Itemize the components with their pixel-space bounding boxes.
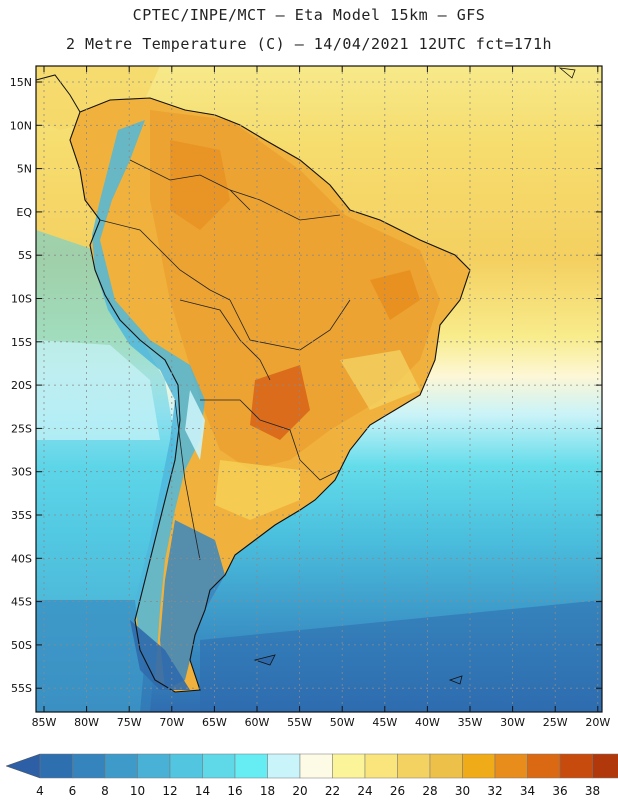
- colorbar-label: 28: [422, 784, 437, 798]
- lon-tick-label: 70W: [159, 716, 184, 729]
- colorbar-swatch: [429, 753, 463, 779]
- lat-tick-label: 10N: [10, 119, 32, 132]
- colorbar-swatch: [39, 753, 73, 779]
- lon-tick-label: 25W: [543, 716, 568, 729]
- lon-tick-label: 55W: [287, 716, 312, 729]
- colorbar-swatch: [72, 753, 106, 779]
- lon-tick-label: 85W: [32, 716, 57, 729]
- lon-tick-label: 60W: [245, 716, 270, 729]
- colorbar-swatch: [104, 753, 138, 779]
- colorbar-swatch: [299, 753, 333, 779]
- lat-tick-label: 55S: [11, 682, 32, 695]
- lat-tick-label: 45S: [11, 596, 32, 609]
- colorbar-label: 20: [292, 784, 307, 798]
- colorbar-low-arrow: [5, 753, 41, 779]
- title-line-2: 2 Metre Temperature (C) – 14/04/2021 12U…: [65, 35, 553, 53]
- coastline: [69, 97, 471, 693]
- colorbar-label: 18: [260, 784, 275, 798]
- colorbar-label: 34: [520, 784, 535, 798]
- lat-tick-label: 15S: [11, 336, 32, 349]
- lat-tick-label: 5S: [18, 249, 32, 262]
- colorbar-swatch: [202, 753, 236, 779]
- colorbar-swatch: [559, 753, 593, 779]
- colorbar-label: 8: [101, 784, 109, 798]
- graticule: [36, 66, 602, 712]
- colorbar-label: 10: [130, 784, 145, 798]
- colorbar-swatch: [462, 753, 496, 779]
- lat-tick-label: 20S: [11, 379, 32, 392]
- colorbar-label: 26: [390, 784, 405, 798]
- country-borders: [99, 159, 351, 561]
- lat-tick-label: 30S: [11, 466, 32, 479]
- colorbar-swatch: [592, 753, 618, 779]
- lon-tick-label: 45W: [372, 716, 397, 729]
- lat-tick-label: 25S: [11, 422, 32, 435]
- lon-tick-label: 65W: [202, 716, 227, 729]
- lat-tick-label: 15N: [10, 76, 32, 89]
- lon-tick-label: 35W: [458, 716, 483, 729]
- colorbar-label: 38: [585, 784, 600, 798]
- colorbar-swatch: [169, 753, 203, 779]
- lat-tick-label: 10S: [11, 293, 32, 306]
- lat-tick-label: 40S: [11, 552, 32, 565]
- colorbar-label: 12: [162, 784, 177, 798]
- lon-tick-label: 50W: [330, 716, 355, 729]
- colorbar-label: 30: [455, 784, 470, 798]
- colorbar-swatch: [397, 753, 431, 779]
- lat-tick-label: 50S: [11, 639, 32, 652]
- colorbar-label: 14: [195, 784, 210, 798]
- lon-tick-label: 30W: [500, 716, 525, 729]
- colorbar-label: 22: [325, 784, 340, 798]
- colorbar-label: 6: [69, 784, 77, 798]
- lat-tick-label: 35S: [11, 509, 32, 522]
- colorbar-swatch: [267, 753, 301, 779]
- colorbar-swatch: [364, 753, 398, 779]
- lat-tick-label: 5N: [17, 163, 32, 176]
- colorbar: 4 6 8 10 12 14 16 18 20 22 24 26 28 30 32 34 36 38: [5, 753, 618, 798]
- lat-tick-label: EQ: [16, 206, 32, 219]
- colorbar-swatch: [137, 753, 171, 779]
- colorbar-swatch: [494, 753, 528, 779]
- map-frame: [35, 65, 603, 713]
- colorbar-label: 24: [357, 784, 372, 798]
- colorbar-swatch: [527, 753, 561, 779]
- lon-tick-label: 80W: [74, 716, 99, 729]
- colorbar-swatch: [234, 753, 268, 779]
- title-line-1: CPTEC/INPE/MCT – Eta Model 15km – GFS: [132, 6, 486, 24]
- colorbar-swatch: [332, 753, 366, 779]
- lon-tick-label: 40W: [415, 716, 440, 729]
- colorbar-label: 32: [487, 784, 502, 798]
- lon-tick-label: 75W: [117, 716, 142, 729]
- colorbar-label: 4: [36, 784, 44, 798]
- colorbar-label: 16: [227, 784, 242, 798]
- colorbar-label: 36: [552, 784, 567, 798]
- lon-tick-label: 20W: [585, 716, 610, 729]
